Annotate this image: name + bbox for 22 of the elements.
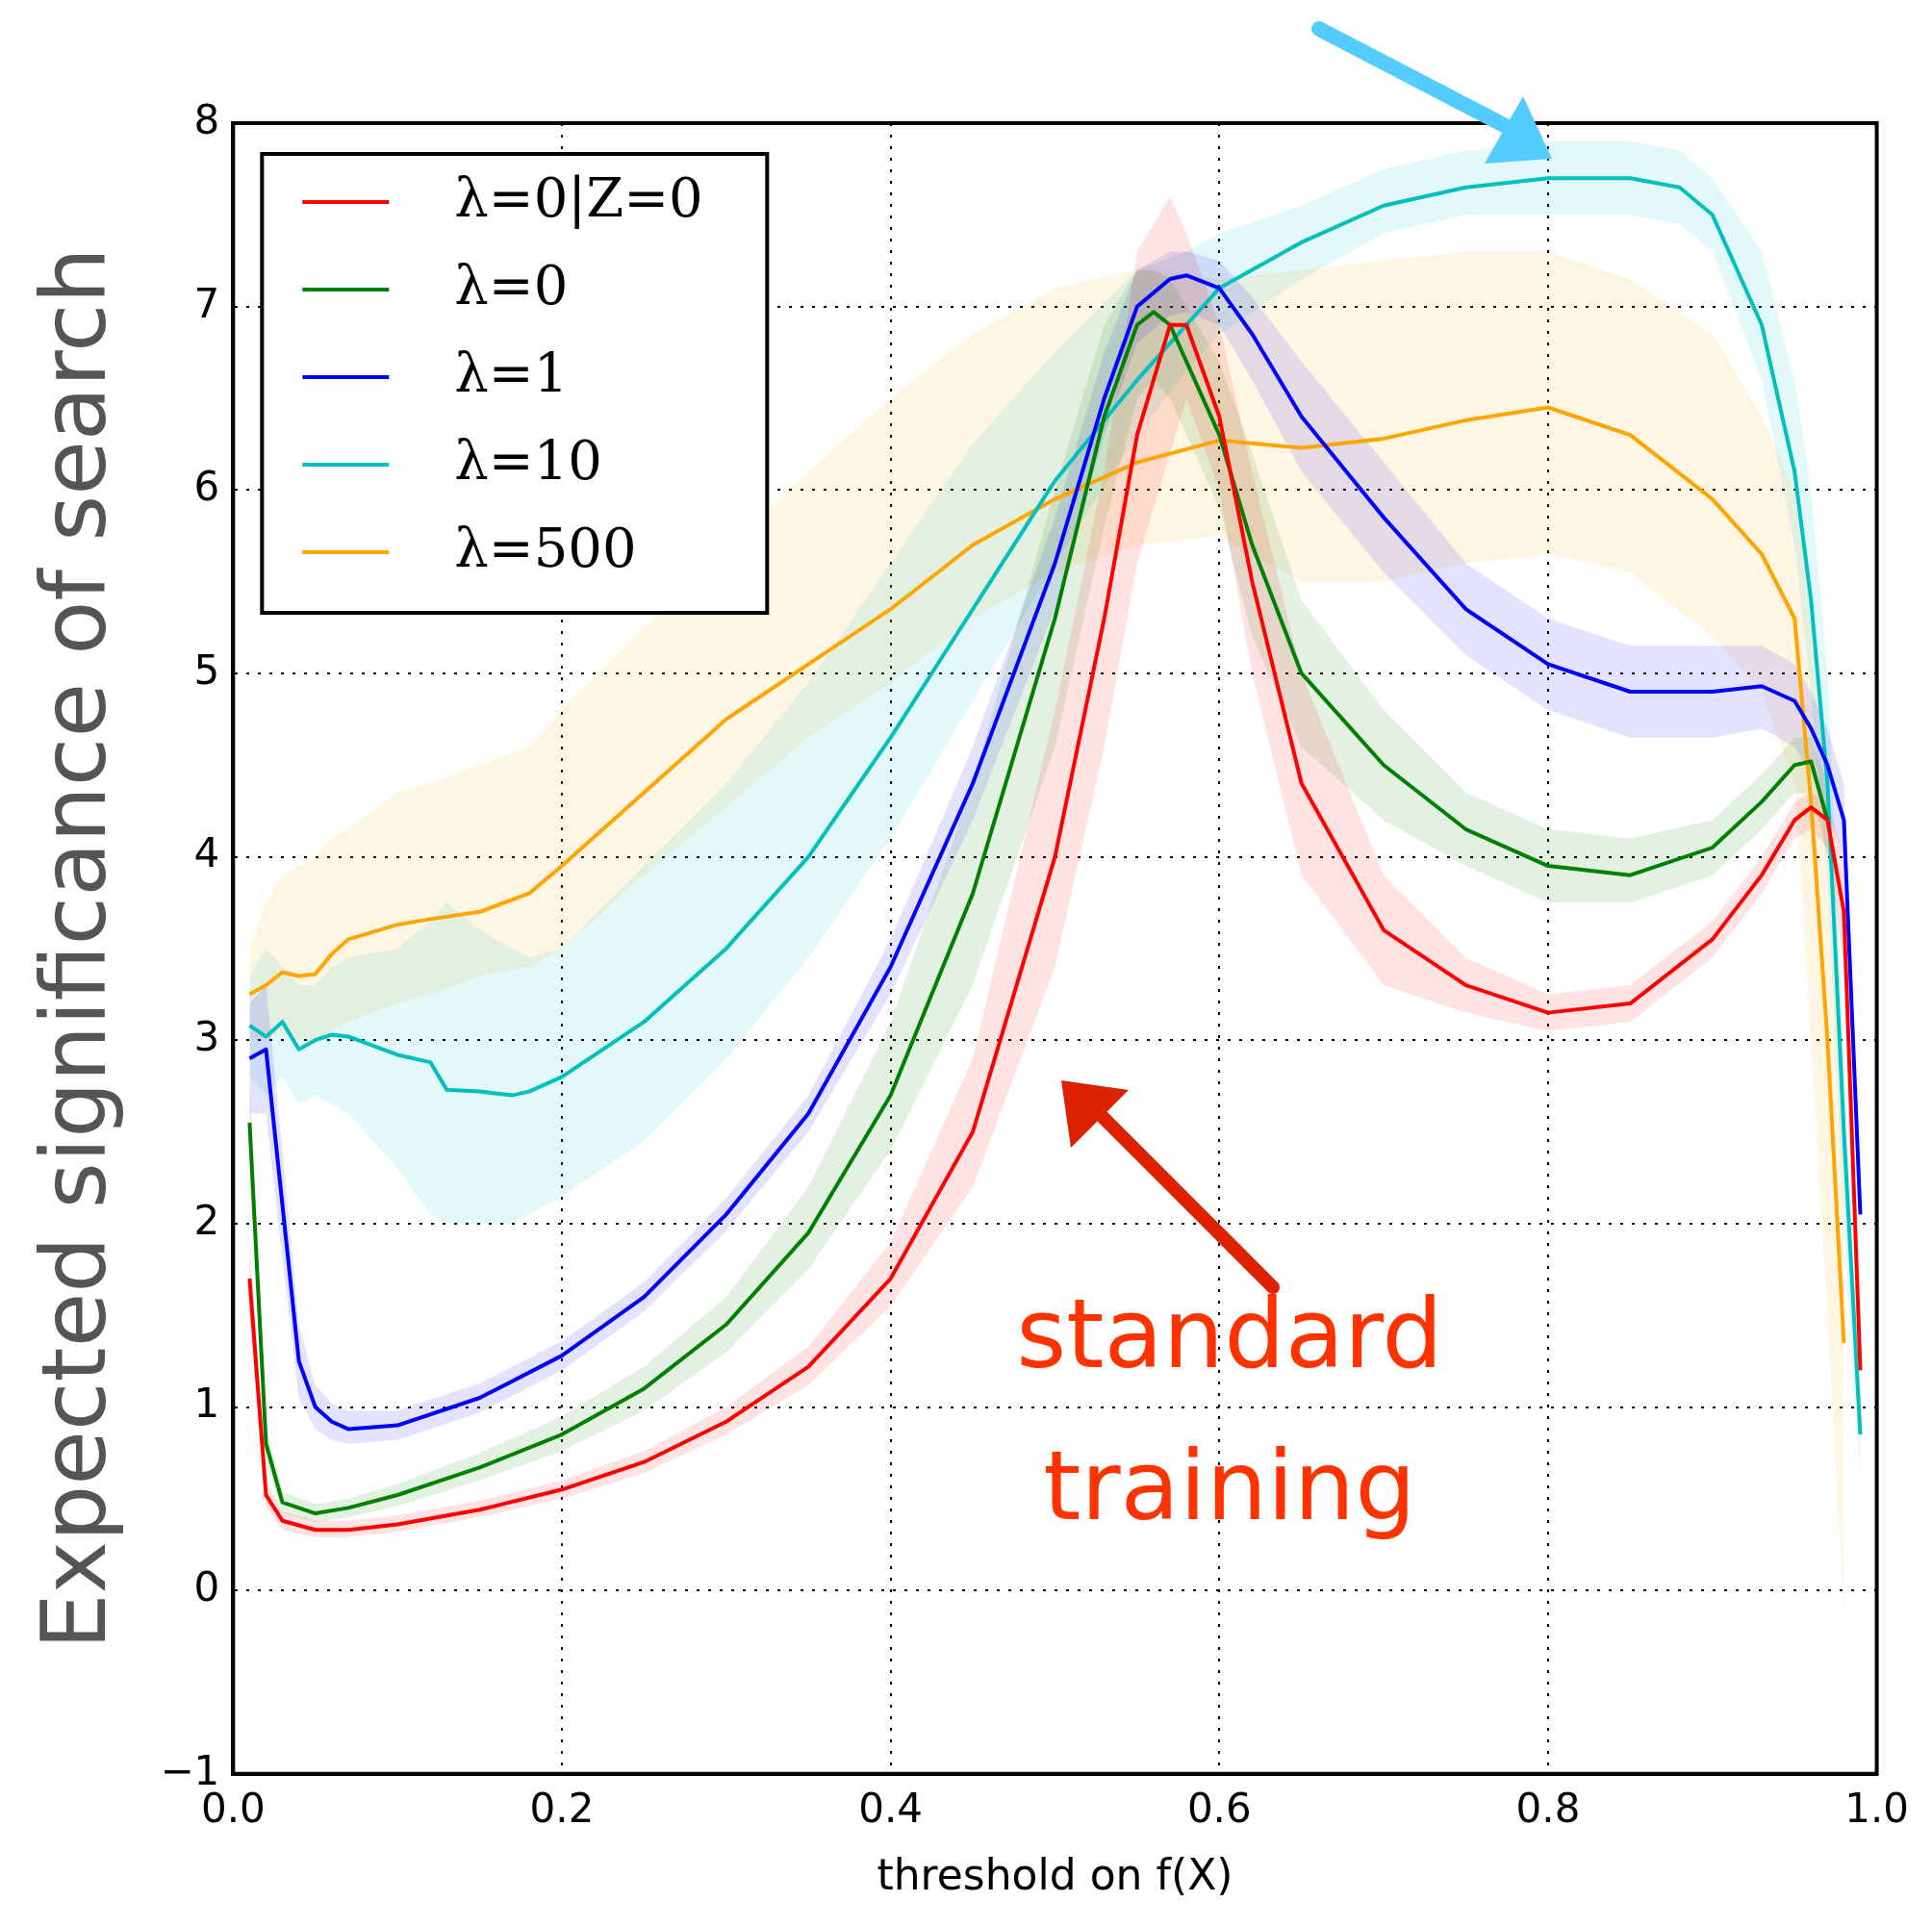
y-tick-label: 6 (193, 463, 220, 511)
y-tick-label: 5 (193, 646, 220, 694)
y-tick-label: 4 (193, 829, 220, 877)
legend-label: λ=10 (454, 428, 602, 492)
y-tick-label: 8 (193, 95, 220, 143)
legend-label: λ=500 (454, 516, 637, 579)
legend-label: λ=0|Z=0 (454, 165, 703, 229)
x-tick-label: 0.8 (1515, 1784, 1581, 1832)
annotation: standard training (1015, 1277, 1444, 1544)
y-tick-label: 3 (193, 1013, 220, 1061)
y-tick-label: 7 (193, 279, 220, 327)
y-tick-label: 1 (193, 1380, 220, 1428)
x-tick-label: 1.0 (1844, 1784, 1909, 1832)
x-tick-label: 0.6 (1186, 1784, 1252, 1832)
x-tick-label: 0.4 (858, 1784, 924, 1832)
y-tick-label: 0 (193, 1563, 220, 1611)
y-tick-label: 2 (193, 1196, 220, 1244)
legend-label: λ=1 (454, 341, 569, 404)
x-axis-title: threshold on f(X) (877, 1850, 1233, 1900)
x-tick-label: 0.2 (529, 1784, 595, 1832)
legend-label: λ=0 (454, 253, 569, 317)
y-axis-title: Expected significance of search (23, 247, 127, 1650)
